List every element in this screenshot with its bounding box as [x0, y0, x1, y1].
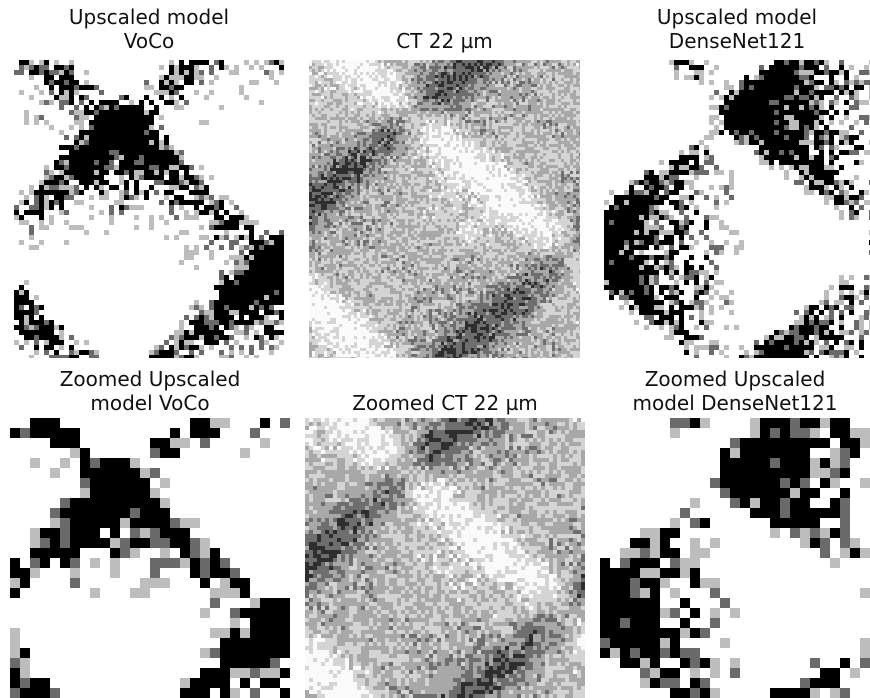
panel-title: model DenseNet121: [632, 391, 837, 415]
panel-title: Upscaled model: [69, 5, 229, 29]
panel-image: [305, 418, 585, 698]
panel-title: VoCo: [124, 29, 175, 53]
panel-image: [600, 418, 870, 698]
panel-image: [14, 60, 284, 358]
panel-title: Zoomed CT 22 µm: [352, 391, 538, 415]
panel-title: CT 22 µm: [396, 29, 493, 53]
panel-image: [309, 60, 580, 358]
panel-title: Zoomed Upscaled: [645, 367, 826, 391]
panel-title: Zoomed Upscaled: [60, 367, 241, 391]
panel-title: DenseNet121: [669, 29, 805, 53]
panel-title: model VoCo: [90, 391, 209, 415]
panel-title: Upscaled model: [657, 5, 817, 29]
panel-image: [10, 418, 290, 698]
panel-image: [604, 60, 870, 358]
figure: Upscaled modelVoCoCT 22 µmUpscaled model…: [0, 0, 870, 698]
